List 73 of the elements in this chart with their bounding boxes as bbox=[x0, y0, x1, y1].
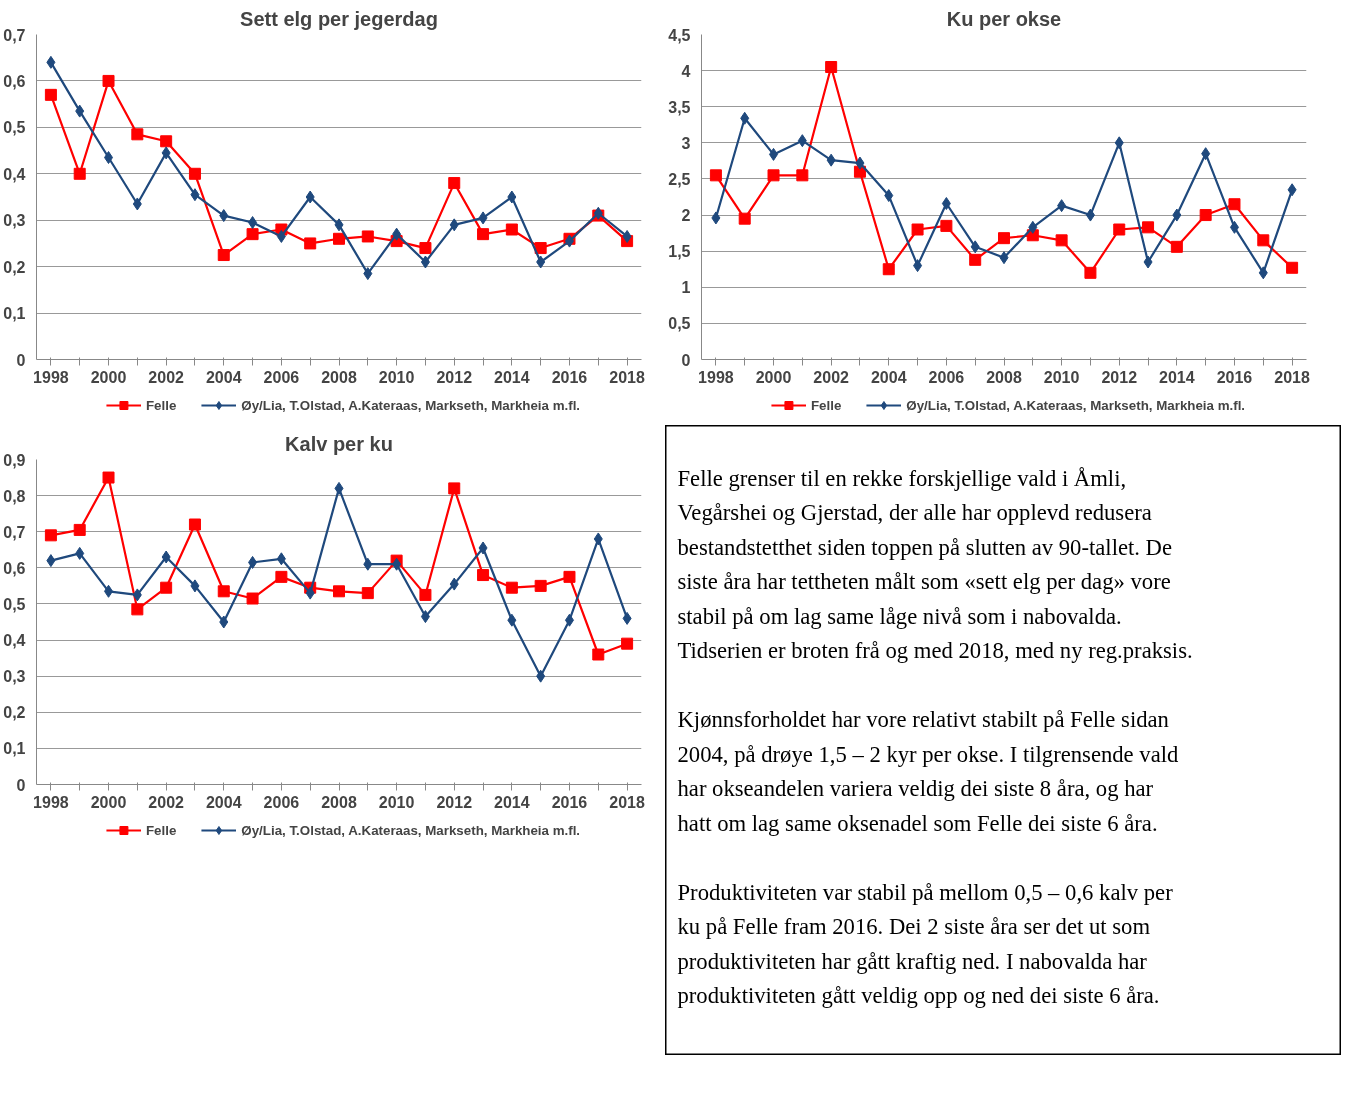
y-tick-label: 0 bbox=[16, 776, 26, 794]
y-tick-label: 1,5 bbox=[668, 243, 691, 261]
x-tick-label: 2000 bbox=[90, 793, 127, 811]
y-tick-label: 0,6 bbox=[3, 72, 26, 90]
y-tick-label: 0,7 bbox=[3, 523, 26, 541]
y-tick-label: 0 bbox=[16, 351, 26, 369]
y-tick-label: 0,6 bbox=[3, 559, 26, 577]
x-tick-label: 2014 bbox=[494, 368, 530, 386]
legend-label: Øy/Lia, T.Olstad, A.Kateraas, Markseth, Markheia m.fl. bbox=[906, 397, 1246, 413]
x-tick-label: 2012 bbox=[436, 793, 473, 811]
y-tick-label: 0,8 bbox=[3, 487, 26, 505]
x-tick-label: 2004 bbox=[205, 368, 242, 386]
x-tick-label: 2002 bbox=[813, 368, 850, 386]
x-tick-label: 2018 bbox=[609, 368, 645, 386]
y-tick-label: 0,5 bbox=[3, 595, 26, 613]
y-tick-label: 3,5 bbox=[668, 98, 691, 116]
y-tick-label: 0,9 bbox=[3, 451, 26, 469]
y-tick-label: 0,2 bbox=[3, 258, 26, 276]
x-tick-label: 2010 bbox=[378, 793, 415, 811]
chart-title: Ku per okse bbox=[946, 7, 1062, 30]
y-tick-label: 0,1 bbox=[3, 740, 26, 758]
y-tick-label: 0,1 bbox=[3, 305, 26, 323]
legend-label: Øy/Lia, T.Olstad, A.Kateraas, Markseth, Markheia m.fl. bbox=[241, 397, 581, 413]
x-tick-label: 1998 bbox=[33, 793, 69, 811]
chart-title: Sett elg per jegerdag bbox=[240, 7, 438, 30]
y-tick-label: 3 bbox=[681, 134, 691, 152]
y-tick-label: 0,5 bbox=[3, 119, 26, 137]
x-tick-label: 2010 bbox=[378, 368, 415, 386]
y-tick-label: 2,5 bbox=[668, 170, 691, 188]
y-tick-label: 4 bbox=[681, 62, 691, 80]
y-tick-label: 0,3 bbox=[3, 212, 26, 230]
x-tick-label: 2006 bbox=[263, 368, 300, 386]
text: Produktiviteten var stabil på mellom 0,5 – 0,6 kalv per ku på Felle fram 2016. Dei 2 siste åra ser det ut som produktiviteten har gått kraftig ned. I nabovalda har produktiviteten gått veldig opp og ned dei siste 6 åra. bbox=[677, 879, 1174, 1008]
y-tick-label: 0,3 bbox=[3, 668, 26, 686]
x-tick-label: 2018 bbox=[609, 793, 645, 811]
chart-title: Kalv per ku bbox=[285, 432, 393, 455]
y-tick-label: 0,2 bbox=[3, 704, 26, 722]
x-tick-label: 2006 bbox=[263, 793, 300, 811]
text: Felle grenser til en rekke forskjellige vald i Åmli, Vegårshei og Gjerstad, der alle har opplevd redusera bestandstetthet siden toppen på slutten av 90-tallet. De siste åra har tettheten målt som «sett elg per dag» vore stabil på om lag same låge nivå som i nabovalda. Tidserien er broten frå og med 2018, med ny reg.praksis. bbox=[677, 465, 1193, 663]
x-tick-label: 2006 bbox=[928, 368, 965, 386]
y-tick-label: 2 bbox=[681, 207, 691, 225]
x-tick-label: 2010 bbox=[1043, 368, 1080, 386]
x-tick-label: 1998 bbox=[698, 368, 734, 386]
x-tick-label: 2016 bbox=[551, 793, 588, 811]
legend-label: Felle bbox=[145, 822, 177, 838]
x-tick-label: 2000 bbox=[755, 368, 792, 386]
x-tick-label: 2012 bbox=[436, 368, 473, 386]
x-tick-label: 1998 bbox=[33, 368, 69, 386]
y-tick-label: 0,7 bbox=[3, 26, 26, 44]
legend-label: Felle bbox=[810, 397, 842, 413]
x-tick-label: 2004 bbox=[205, 793, 242, 811]
text: Kjønnsforholdet har vore relativt stabilt på Felle sidan 2004, på drøye 1,5 – 2 kyr per okse. I tilgrensende vald har okseandelen variera veldig dei siste 8 åra, og har hatt om lag same oksenadel som Felle dei siste 6 åra. bbox=[677, 707, 1179, 836]
y-tick-label: 0,4 bbox=[3, 632, 26, 650]
x-tick-label: 2004 bbox=[870, 368, 907, 386]
x-tick-label: 2008 bbox=[321, 368, 357, 386]
x-tick-label: 2008 bbox=[321, 793, 357, 811]
x-tick-label: 2000 bbox=[90, 368, 127, 386]
x-tick-label: 2016 bbox=[1216, 368, 1253, 386]
x-tick-label: 2002 bbox=[148, 793, 185, 811]
x-tick-label: 2002 bbox=[148, 368, 185, 386]
y-tick-label: 4,5 bbox=[668, 26, 691, 44]
y-tick-label: 1 bbox=[681, 279, 691, 297]
x-tick-label: 2008 bbox=[986, 368, 1022, 386]
x-tick-label: 2018 bbox=[1274, 368, 1310, 386]
y-tick-label: 0,4 bbox=[3, 165, 26, 183]
legend-label: Øy/Lia, T.Olstad, A.Kateraas, Markseth, Markheia m.fl. bbox=[241, 822, 581, 838]
y-tick-label: 0 bbox=[681, 351, 691, 369]
y-tick-label: 0,5 bbox=[668, 315, 691, 333]
legend-label: Felle bbox=[145, 397, 177, 413]
x-tick-label: 2016 bbox=[551, 368, 588, 386]
x-tick-label: 2014 bbox=[1159, 368, 1195, 386]
x-tick-label: 2012 bbox=[1101, 368, 1138, 386]
x-tick-label: 2014 bbox=[494, 793, 530, 811]
